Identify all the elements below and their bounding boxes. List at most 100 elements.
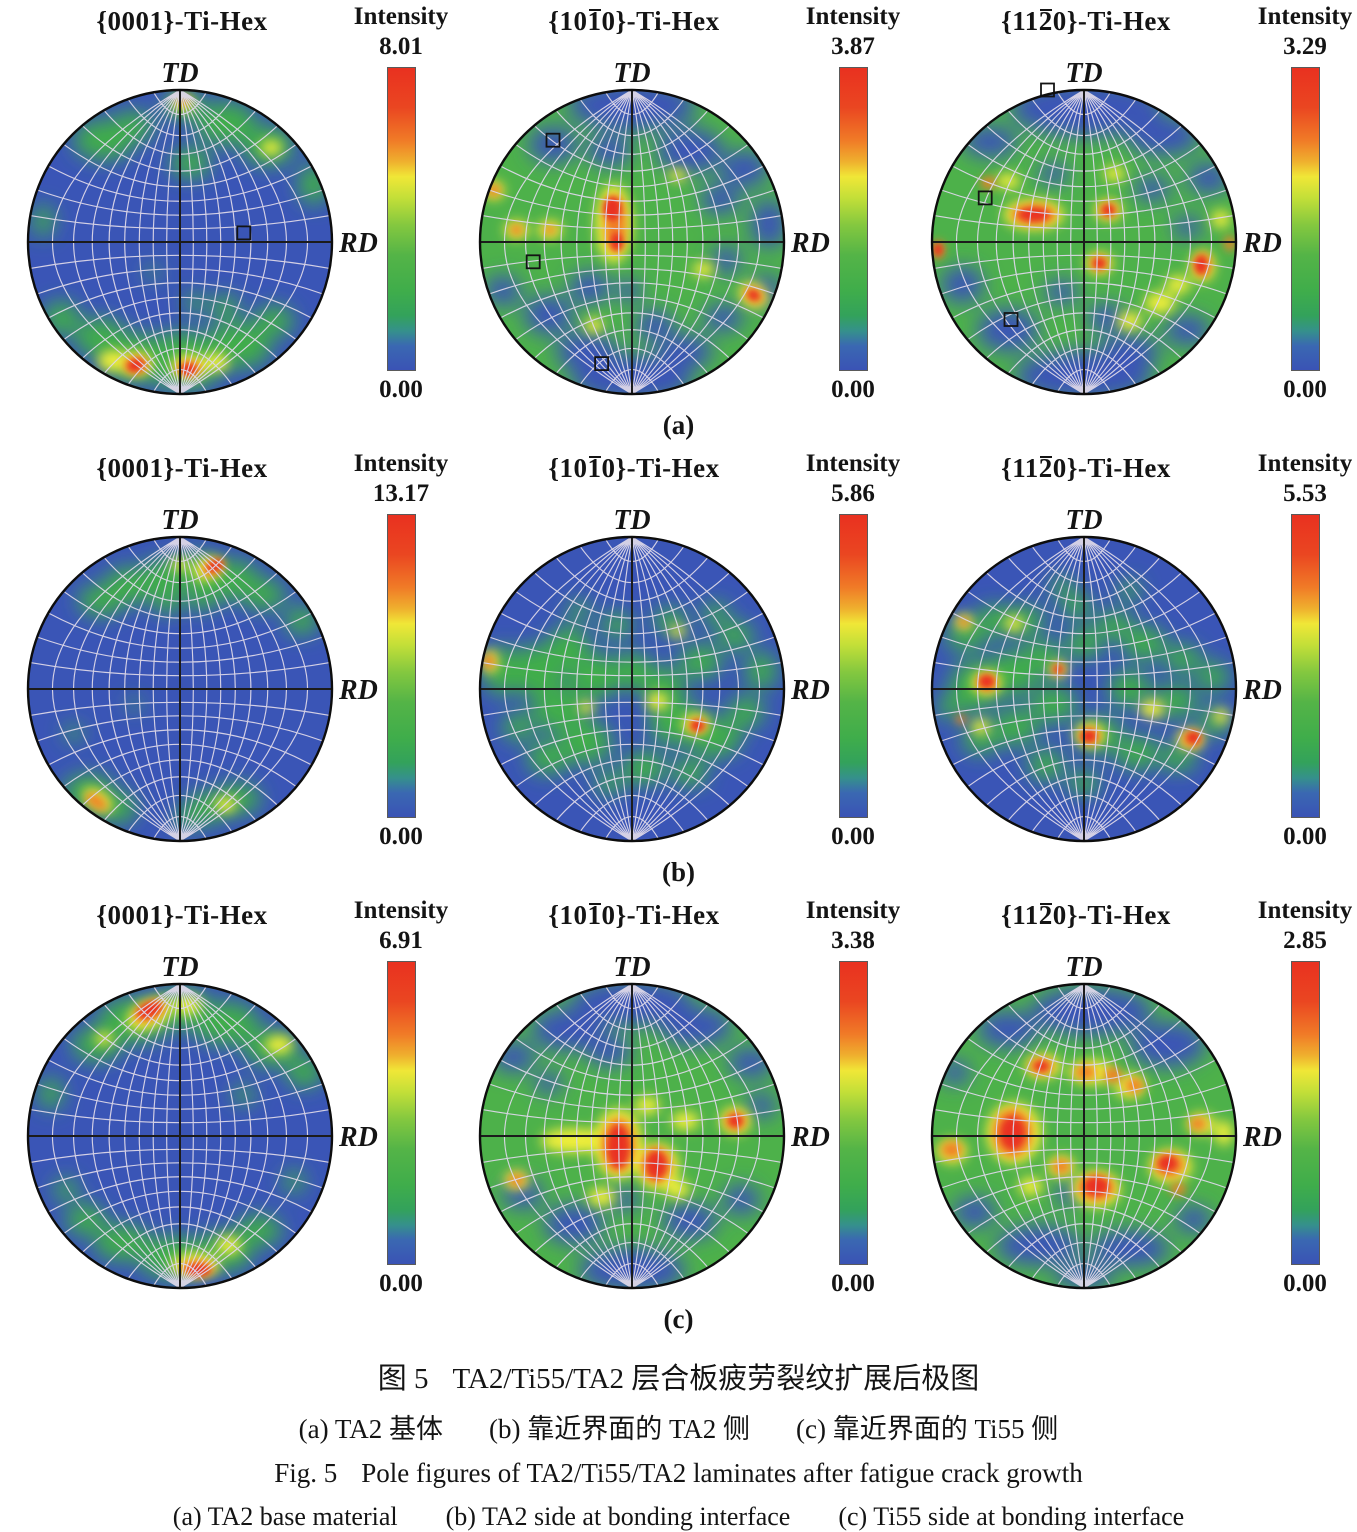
- intensity-label: Intensity: [1257, 3, 1353, 30]
- intensity-label: Intensity: [805, 450, 901, 477]
- pole-figure-title: {1120}-Ti-Hex: [1001, 900, 1171, 930]
- td-axis-label: TD: [613, 952, 650, 983]
- pole-figure: TD RD: [26, 58, 378, 396]
- intensity-min-value: 0.00: [379, 376, 423, 403]
- row-a-label: (a): [662, 410, 695, 440]
- intensity-max-value: 3.87: [831, 33, 875, 60]
- pole-figure-title: {1010}-Ti-Hex: [548, 900, 720, 930]
- pole-figure-panel-1-0: {0001}-Ti-Hex TD RD Intensity 13.17 0.00: [0, 447, 452, 894]
- colorbar-gradient: [1290, 961, 1320, 1265]
- pole-figure-panel-2-1: {1010}-Ti-Hex TD RD Intensity 3.38 0.00: [452, 894, 904, 1341]
- colorbar-gradient: [386, 514, 416, 818]
- td-axis-label: TD: [161, 505, 198, 536]
- orientation-marker: [594, 356, 610, 372]
- caption-en-title: Fig. 5 Pole figures of TA2/Ti55/TA2 lami…: [0, 1458, 1357, 1489]
- pole-boundary: [26, 535, 334, 843]
- rd-axis-label: RD: [338, 675, 378, 706]
- pole-figure-title: {1120}-Ti-Hex: [1001, 453, 1171, 483]
- td-axis-label: TD: [613, 58, 650, 89]
- intensity-label: Intensity: [805, 3, 901, 30]
- row-b-label: (b): [662, 857, 695, 887]
- intensity-max-value: 6.91: [379, 927, 423, 954]
- orientation-marker: [1003, 312, 1019, 327]
- orientation-marker: [545, 132, 561, 148]
- pole-figure-title: {1010}-Ti-Hex: [548, 6, 720, 36]
- td-axis-label: TD: [1065, 58, 1102, 89]
- intensity-min-value: 0.00: [379, 823, 423, 850]
- intensity-label: Intensity: [805, 897, 901, 924]
- intensity-max-value: 13.17: [372, 480, 430, 507]
- colorbar-gradient: [838, 514, 868, 818]
- orientation-marker: [236, 225, 252, 241]
- intensity-max-value: 2.85: [1283, 927, 1327, 954]
- rd-axis-label: RD: [790, 228, 830, 259]
- caption-cn-subitems: (a) TA2 基体 (b) 靠近界面的 TA2 侧 (c) 靠近界面的 Ti5…: [0, 1407, 1357, 1446]
- rd-axis-label: RD: [338, 228, 378, 259]
- caption-en-subitems: (a) TA2 base material (b) TA2 side at bo…: [0, 1502, 1357, 1532]
- pole-figure: TD RD: [930, 58, 1282, 396]
- intensity-colorbar: Intensity 3.38 0.00: [801, 896, 905, 1298]
- pole-figure-row-c: {0001}-Ti-Hex TD RD Intensity 6.91 0.00 {10…: [0, 894, 1357, 1341]
- intensity-min-value: 0.00: [1283, 823, 1327, 850]
- pole-figure-title: {1120}-Ti-Hex: [1001, 6, 1171, 36]
- pole-figure: TD RD: [930, 505, 1282, 843]
- caption-cn-sub-b: (b) 靠近界面的 TA2 侧: [488, 1414, 751, 1444]
- pole-boundary: [930, 88, 1238, 396]
- pole-figure: TD RD: [478, 952, 830, 1290]
- rd-axis-label: RD: [1242, 1122, 1282, 1153]
- pole-figure-title: {0001}-Ti-Hex: [96, 453, 268, 483]
- pole-figure-panel-0-0: {0001}-Ti-Hex TD RD Intensity 8.01 0.00: [0, 0, 452, 447]
- pole-figure: TD RD: [478, 505, 830, 843]
- intensity-colorbar: Intensity 5.53 0.00: [1253, 449, 1357, 851]
- rd-axis-label: RD: [1242, 675, 1282, 706]
- caption-en-title-text: Pole figures of TA2/Ti55/TA2 laminates a…: [361, 1458, 1083, 1488]
- pole-figure-panel-0-2: {1120}-Ti-Hex TD RD Intensity 3.29 0.00: [904, 0, 1356, 447]
- intensity-min-value: 0.00: [379, 1270, 423, 1297]
- pole-boundary: [930, 982, 1238, 1290]
- intensity-label: Intensity: [353, 897, 449, 924]
- figure-caption-block: 图 5 TA2/Ti55/TA2 层合板疲劳裂纹扩展后极图 (a) TA2 基体…: [0, 1341, 1357, 1532]
- pole-boundary: [478, 88, 786, 396]
- td-axis-label: TD: [161, 58, 198, 89]
- td-axis-label: TD: [613, 505, 650, 536]
- pole-figure-panel-2-0: {0001}-Ti-Hex TD RD Intensity 6.91 0.00: [0, 894, 452, 1341]
- row-c-label: (c): [663, 1304, 694, 1334]
- rd-axis-label: RD: [790, 675, 830, 706]
- intensity-max-value: 8.01: [379, 33, 423, 60]
- intensity-colorbar: Intensity 3.29 0.00: [1253, 2, 1357, 404]
- intensity-colorbar: Intensity 5.86 0.00: [801, 449, 905, 851]
- colorbar-gradient: [1290, 67, 1320, 371]
- pole-boundary: [930, 535, 1238, 843]
- intensity-colorbar: Intensity 2.85 0.00: [1253, 896, 1357, 1298]
- intensity-max-value: 5.86: [831, 480, 875, 507]
- caption-en-fig-label: Fig. 5: [274, 1458, 338, 1488]
- pole-figure-panel-2-2: {1120}-Ti-Hex TD RD Intensity 2.85 0.00: [904, 894, 1356, 1341]
- caption-en-sub-a: (a) TA2 base material: [172, 1502, 398, 1531]
- pole-figure-row-a: {0001}-Ti-Hex TD RD Intensity 8.01 0.00 {10…: [0, 0, 1357, 447]
- heat-blobs-red: [691, 720, 704, 731]
- orientation-marker: [525, 254, 541, 270]
- td-axis-label: TD: [1065, 505, 1102, 536]
- intensity-colorbar: Intensity 3.87 0.00: [801, 2, 905, 404]
- caption-cn-sub-c: (c) 靠近界面的 Ti55 侧: [796, 1414, 1059, 1444]
- pole-figure-title: {1010}-Ti-Hex: [548, 453, 720, 483]
- pole-boundary: [478, 982, 786, 1290]
- row-a-panels: {0001}-Ti-Hex TD RD Intensity 8.01 0.00 {10…: [0, 0, 1357, 447]
- pole-figure: TD RD: [26, 505, 378, 843]
- colorbar-gradient: [386, 67, 416, 371]
- intensity-max-value: 5.53: [1283, 480, 1327, 507]
- row-b-panels: {0001}-Ti-Hex TD RD Intensity 13.17 0.00 {1…: [0, 447, 1357, 894]
- caption-cn-sub-a: (a) TA2 基体: [298, 1414, 443, 1444]
- intensity-label: Intensity: [1257, 450, 1353, 477]
- rd-axis-label: RD: [338, 1122, 378, 1153]
- intensity-label: Intensity: [353, 3, 449, 30]
- colorbar-gradient: [1290, 514, 1320, 818]
- colorbar-gradient: [386, 961, 416, 1265]
- pole-figure-panel-0-1: {1010}-Ti-Hex TD RD Intensity 3.87 0.00: [452, 0, 904, 447]
- pole-figure: TD RD: [930, 952, 1282, 1290]
- intensity-min-value: 0.00: [1283, 1270, 1327, 1297]
- pole-figure: TD RD: [26, 952, 378, 1290]
- intensity-label: Intensity: [353, 450, 449, 477]
- pole-figure-title: {0001}-Ti-Hex: [96, 6, 268, 36]
